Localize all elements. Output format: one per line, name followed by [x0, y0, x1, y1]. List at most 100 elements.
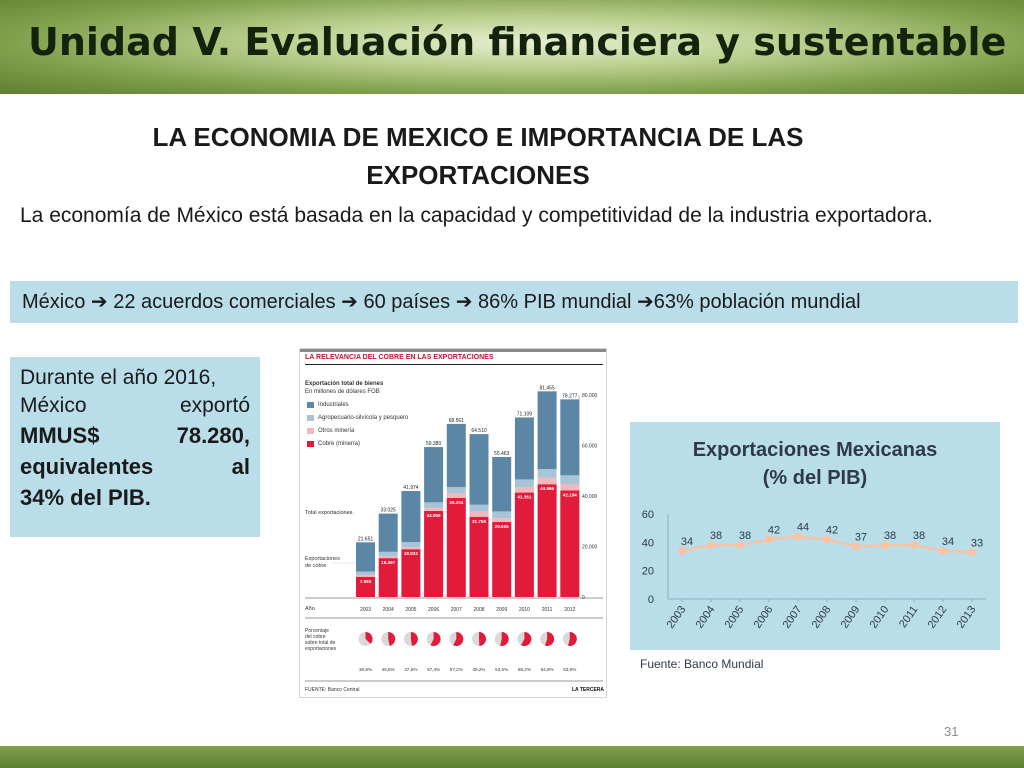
banner-text-acuerdos: 22 acuerdos comerciales: [107, 291, 342, 313]
y-tick-label: 60: [642, 509, 654, 521]
chart-source-note: Fuente: Banco Mundial: [640, 657, 764, 671]
legend-label: Cobre (minería): [318, 441, 361, 447]
copper-exports-infographic: LA RELEVANCIA DEL COBRE EN LAS EXPORTACI…: [299, 348, 607, 698]
bar-segment-agro: [356, 571, 375, 576]
bar-segment-otros: [514, 487, 534, 493]
bar-segment-otros: [356, 575, 375, 577]
bar-segment-agro: [446, 487, 466, 494]
bar-total-label: 41.974: [403, 485, 419, 491]
section-title-line-1: LA ECONOMIA DE MEXICO E IMPORTANCIA DE L…: [152, 122, 804, 152]
bar-segment-industriales: [514, 417, 534, 480]
x-tick-label: 2012: [926, 604, 950, 631]
x-tick-label: 2007: [781, 604, 805, 631]
copper-share-pie-slice: [430, 632, 441, 646]
year-label: 2006: [428, 607, 439, 613]
copper-share-pie-slice: [500, 632, 509, 646]
banner-text-paises: 60 países: [357, 291, 456, 313]
bar-copper-label: 34.069: [427, 513, 441, 518]
bar-total-label: 33.025: [381, 508, 397, 514]
bar-segment-cobre: [424, 510, 444, 597]
bar-copper-label: 44.666: [540, 486, 554, 491]
year-label: 2010: [519, 607, 530, 613]
bar-segment-otros: [424, 507, 444, 511]
copper-share-label: 47,5%: [404, 667, 417, 672]
data-point: [678, 546, 686, 555]
legend-cobre: Cobre (minería): [307, 441, 360, 447]
copper-share-label: 53,9%: [563, 667, 576, 672]
callout-line: equivalentes al: [20, 451, 250, 482]
bar-total-label: 68.561: [449, 418, 465, 424]
bar-segment-otros: [446, 493, 466, 499]
section-title-line-2: EXPORTACIONES: [366, 160, 590, 190]
bar-copper-label: 18.932: [404, 551, 418, 556]
legend-swatch: [307, 441, 314, 447]
callout-text: al: [231, 454, 250, 479]
bar-segment-industriales: [537, 391, 557, 470]
bar-total-label: 59.380: [426, 441, 442, 447]
bar-segment-agro: [537, 469, 557, 478]
year-label: 2007: [451, 607, 462, 613]
data-point: [852, 542, 860, 551]
infographic-brand-logo: LA TERCERA: [572, 687, 605, 693]
copper-share-pie-slice: [479, 632, 486, 646]
page-number: 31: [944, 724, 959, 739]
banner-text-pib: 86% PIB mundial: [472, 291, 638, 313]
copper-share-label: 57,4%: [427, 667, 440, 672]
banner-text-poblacion: 63% población mundial: [653, 291, 861, 313]
section-title: LA ECONOMIA DE MEXICO E IMPORTANCIA DE L…: [100, 118, 856, 194]
x-tick-label: 2005: [723, 604, 747, 631]
year-label: 2008: [473, 607, 484, 613]
data-label: 34: [942, 536, 954, 548]
data-label: 42: [826, 525, 838, 537]
copper-share-label: 57,2%: [450, 667, 463, 672]
year-label: 2004: [383, 607, 394, 613]
label-pct-line: sobre total de: [305, 640, 336, 646]
label-pct-line: Porcentaje: [305, 628, 329, 634]
infographic-title-rule: [305, 364, 603, 365]
data-point: [794, 532, 802, 541]
data-point: [823, 535, 831, 544]
bar-copper-label: 39.204: [449, 500, 463, 505]
arrow-icon: ➔: [341, 291, 358, 313]
copper-share-label: 49,2%: [472, 667, 485, 672]
data-point: [765, 535, 773, 544]
copper-share-label: 36,9%: [359, 667, 372, 672]
bar-segment-otros: [492, 518, 512, 523]
bar-segment-industriales: [378, 513, 398, 552]
legend-otros: Otros minería: [307, 428, 354, 434]
y-tick-label: 40: [642, 537, 654, 549]
bar-segment-cobre: [378, 558, 398, 597]
legend-industriales: Industriales: [307, 402, 349, 408]
legend-swatch: [307, 428, 314, 434]
callout-text: México: [20, 394, 87, 417]
year-label: 2005: [405, 607, 416, 613]
copper-share-pie-slice: [545, 632, 555, 646]
infographic-subtitle-units: En millones de dólares FOB: [305, 389, 380, 395]
copper-share-label: 46,6%: [382, 667, 395, 672]
bar-segment-cobre: [356, 576, 375, 597]
bar-segment-otros: [537, 477, 557, 485]
bar-segment-cobre: [469, 516, 489, 597]
slide-title: Unidad V. Evaluación financiera y susten…: [28, 20, 1007, 64]
data-label: 44: [797, 522, 809, 534]
y-axis-tick: 20.000: [582, 545, 598, 551]
x-tick-label: 2009: [839, 604, 863, 631]
data-label: 33: [971, 537, 983, 549]
copper-share-pie-slice: [388, 632, 396, 646]
copper-share-pie-slice: [410, 632, 418, 646]
legend-label: Agropecuario-silvícola y pesquero: [318, 415, 409, 421]
infographic-title: LA RELEVANCIA DEL COBRE EN LAS EXPORTACI…: [305, 354, 494, 361]
y-axis-tick: 80.000: [582, 393, 598, 399]
label-copper-exports: Exportaciones de cobre: [305, 556, 340, 570]
x-tick-label: 2008: [810, 604, 834, 631]
callout-text: equivalentes: [20, 454, 154, 479]
callout-line: México exportó: [20, 392, 250, 420]
bar-segment-agro: [492, 511, 512, 519]
x-tick-label: 2010: [868, 604, 892, 631]
label-pct-line: exportaciones: [305, 646, 337, 652]
callout-line: Durante el año 2016,: [20, 364, 250, 392]
copper-share-pie-slice: [568, 632, 577, 646]
legend-label: Otros minería: [318, 428, 355, 434]
callout-line: MMUS$ 78.280,: [20, 420, 250, 451]
